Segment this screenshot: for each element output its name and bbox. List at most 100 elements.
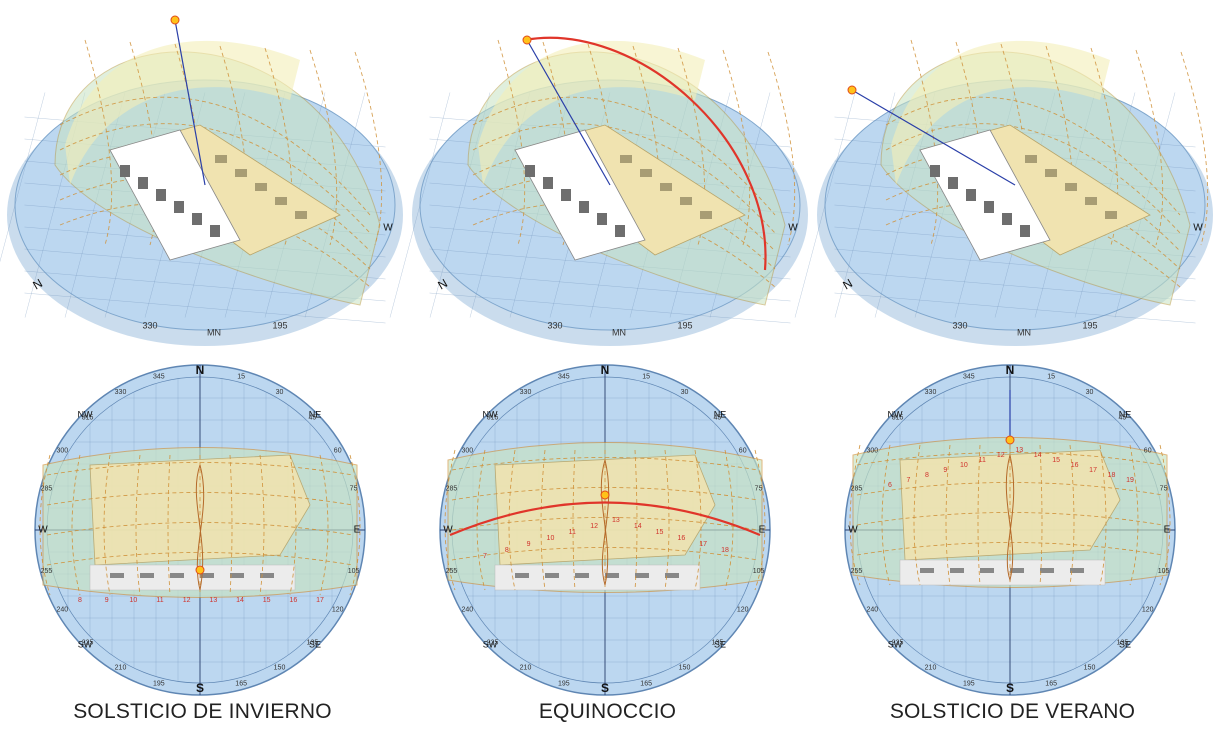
tick-label: 330 (952, 320, 967, 330)
day-arc (451, 517, 759, 531)
hour-arc (1135, 49, 1164, 246)
building-block (295, 211, 307, 219)
building-shaded-area (919, 129, 1051, 261)
hour-label: 12 (183, 597, 191, 604)
sun-ray (851, 89, 1016, 186)
day-arc (472, 123, 776, 234)
building-block (966, 189, 976, 201)
degree-tick-label: 15 (237, 373, 245, 380)
hour-label: 16 (1071, 462, 1079, 469)
degree-tick-label: 60 (1144, 447, 1152, 454)
hour-line (945, 444, 951, 586)
hour-line (1159, 444, 1171, 586)
ground-grid-line (0, 92, 46, 263)
plan-view: 8 9 10 11 12 13 14 15 16 17NSEWNENWSESW1530456075… (34, 363, 366, 696)
sun-marker (600, 490, 610, 500)
building-block (140, 573, 154, 578)
hour-label: 7 (907, 477, 911, 484)
building-block (948, 177, 958, 189)
degree-tick-label: 165 (640, 680, 652, 687)
west-label: W (848, 525, 858, 536)
building-block (1020, 225, 1030, 237)
building-block (1025, 155, 1037, 163)
west-label: W (383, 223, 393, 234)
southwest-label: SW (888, 639, 903, 649)
hour-label: 10 (960, 462, 968, 469)
day-arc (856, 542, 1164, 556)
degree-tick-label: 195 (558, 680, 570, 687)
day-arc (451, 487, 759, 501)
building-block (1065, 183, 1077, 191)
degree-tick-label: 210 (115, 665, 127, 672)
degree-tick-label: 300 (866, 447, 878, 454)
building-block (1105, 211, 1117, 219)
degree-tick-label: 285 (851, 486, 863, 493)
hour-label: 7 (483, 553, 487, 560)
hour-label: 8 (505, 547, 509, 554)
degree-tick-label: 255 (851, 568, 863, 575)
degree-tick-label: 225 (892, 639, 904, 646)
equinox-path (449, 501, 761, 537)
hour-line (1039, 444, 1043, 586)
hour-label: 12 (590, 523, 598, 530)
hour-label: 16 (677, 535, 685, 542)
hour-label: 9 (105, 597, 109, 604)
hour-line (135, 454, 141, 596)
analemma (1005, 454, 1015, 582)
day-arc (856, 512, 1164, 526)
degree-tick-label: 30 (1086, 389, 1094, 396)
hour-line (476, 449, 486, 591)
building-block (1070, 568, 1084, 573)
hour-label: 17 (699, 541, 707, 548)
building-block (615, 225, 625, 237)
building-block (260, 573, 274, 578)
degree-tick-label: 45 (309, 414, 317, 421)
sun-band (891, 40, 1110, 185)
hour-line (349, 454, 361, 596)
hour-line (71, 454, 81, 596)
degree-tick-label: 330 (520, 389, 532, 396)
day-arc (46, 492, 354, 506)
building-block (200, 573, 214, 578)
day-arc (885, 123, 1181, 234)
day-arc (885, 96, 1181, 216)
degree-tick-label: 60 (739, 447, 747, 454)
hour-label: 10 (547, 535, 555, 542)
hour-label: 17 (1089, 467, 1097, 474)
building-block (235, 169, 247, 177)
hour-label: 12 (997, 452, 1005, 459)
building-block (984, 201, 994, 213)
sun-marker (1005, 435, 1015, 445)
building-block (665, 573, 679, 578)
degree-tick-label: 30 (276, 389, 284, 396)
degree-tick-label: 135 (1117, 639, 1129, 646)
building-block (275, 197, 287, 205)
degree-tick-label: 330 (925, 389, 937, 396)
hour-label: 13 (209, 597, 217, 604)
hour-line (913, 444, 921, 586)
building-block (120, 165, 130, 177)
hour-label: 14 (236, 597, 244, 604)
building-block (545, 573, 559, 578)
hour-line (229, 454, 233, 596)
degree-tick-label: 165 (235, 680, 247, 687)
degree-tick-label: 150 (679, 665, 691, 672)
hour-line (572, 449, 576, 591)
east-label: E (759, 525, 766, 536)
west-label: W (38, 525, 48, 536)
south-label: S (601, 681, 609, 695)
south-label: S (196, 681, 204, 695)
building-block (1085, 197, 1097, 205)
degree-tick-label: 75 (755, 486, 763, 493)
degree-tick-label: 285 (41, 486, 53, 493)
northeast-label: NE (309, 409, 322, 419)
south-label: S (1006, 681, 1014, 695)
tick-label: 195 (677, 320, 692, 330)
degree-tick-label: 225 (487, 639, 499, 646)
day-arc (59, 96, 371, 216)
degree-tick-label: 195 (153, 680, 165, 687)
